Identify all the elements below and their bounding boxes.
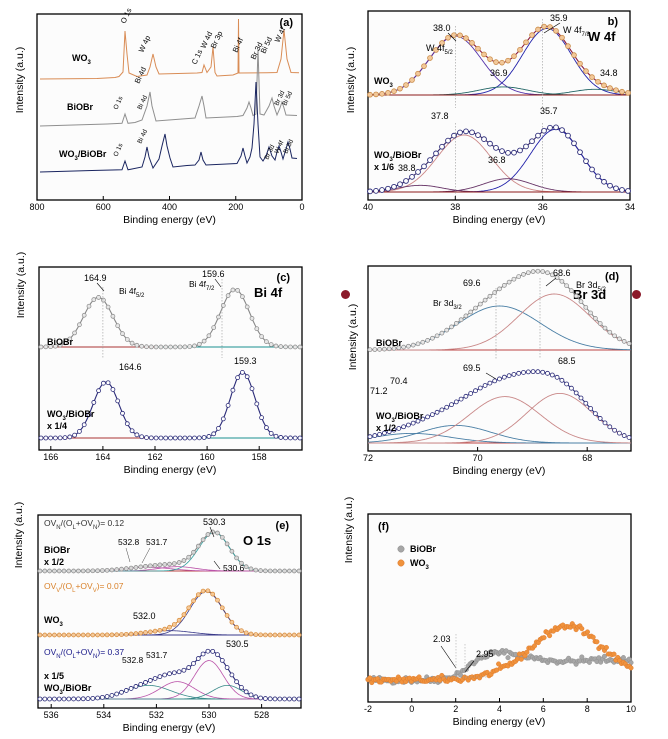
svg-text:68.5: 68.5	[558, 356, 576, 366]
svg-text:159.3: 159.3	[234, 356, 257, 366]
svg-text:532: 532	[149, 710, 164, 720]
svg-text:600: 600	[96, 202, 111, 212]
svg-text:(d): (d)	[605, 271, 619, 283]
svg-text:0: 0	[299, 202, 304, 212]
svg-text:x 1/4: x 1/4	[47, 421, 67, 431]
svg-text:Binding energy (eV): Binding energy (eV)	[123, 722, 216, 734]
svg-text:BiOBr: BiOBr	[67, 102, 94, 112]
svg-text:Binding energy (eV): Binding energy (eV)	[453, 716, 546, 728]
svg-text:6: 6	[541, 704, 546, 714]
svg-text:164: 164	[95, 452, 110, 462]
svg-text:400: 400	[162, 202, 177, 212]
svg-text:x 1/2: x 1/2	[376, 423, 396, 433]
svg-text:531.7: 531.7	[146, 650, 168, 660]
svg-text:68.6: 68.6	[553, 268, 571, 278]
svg-text:8: 8	[585, 704, 590, 714]
svg-text:40: 40	[363, 202, 373, 212]
svg-text:BiOBr: BiOBr	[410, 544, 437, 554]
svg-text:200: 200	[228, 202, 243, 212]
svg-text:72: 72	[363, 453, 373, 463]
svg-text:536: 536	[44, 710, 59, 720]
svg-text:530.6: 530.6	[223, 563, 245, 573]
svg-text:Binding energy (eV): Binding energy (eV)	[453, 214, 546, 226]
svg-text:530.5: 530.5	[226, 639, 249, 649]
svg-text:0: 0	[409, 704, 414, 714]
svg-text:530.3: 530.3	[203, 517, 226, 527]
svg-text:532.0: 532.0	[133, 611, 156, 621]
svg-text:160: 160	[200, 452, 215, 462]
svg-text:10: 10	[626, 704, 636, 714]
svg-text:528: 528	[254, 710, 269, 720]
svg-text:O 1s: O 1s	[243, 533, 271, 548]
svg-text:BiOBr: BiOBr	[47, 337, 74, 347]
svg-text:(a): (a)	[280, 17, 294, 29]
svg-text:Binding energy (eV): Binding energy (eV)	[123, 214, 216, 226]
svg-text:38: 38	[450, 202, 460, 212]
svg-text:166: 166	[43, 452, 58, 462]
svg-text:800: 800	[29, 202, 44, 212]
svg-text:158: 158	[252, 452, 267, 462]
svg-text:34.8: 34.8	[600, 68, 618, 78]
svg-text:Binding energy (eV): Binding energy (eV)	[124, 464, 217, 476]
svg-text:164.9: 164.9	[84, 273, 107, 283]
svg-text:69.5: 69.5	[463, 363, 481, 373]
svg-text:-2: -2	[364, 704, 372, 714]
svg-text:162: 162	[147, 452, 162, 462]
svg-text:35.9: 35.9	[550, 13, 568, 23]
svg-text:37.8: 37.8	[431, 111, 449, 121]
svg-text:2.03: 2.03	[433, 634, 451, 644]
svg-text:38.0: 38.0	[433, 23, 451, 33]
svg-text:35.7: 35.7	[540, 106, 558, 116]
svg-text:159.6: 159.6	[202, 269, 225, 279]
svg-text:68: 68	[582, 453, 592, 463]
svg-text:x 1/5: x 1/5	[44, 671, 64, 681]
svg-text:x 1/2: x 1/2	[44, 557, 64, 567]
svg-text:b): b)	[608, 16, 619, 28]
svg-text:BiOBr: BiOBr	[44, 545, 71, 555]
svg-text:34: 34	[625, 202, 635, 212]
svg-text:36: 36	[538, 202, 548, 212]
svg-text:69.6: 69.6	[463, 278, 481, 288]
svg-text:2: 2	[453, 704, 458, 714]
svg-text:2.95: 2.95	[476, 649, 494, 659]
svg-text:x 1/6: x 1/6	[374, 162, 394, 172]
svg-text:4: 4	[497, 704, 502, 714]
svg-text:(c): (c)	[277, 272, 291, 284]
svg-text:36.9: 36.9	[490, 68, 508, 78]
svg-text:(e): (e)	[276, 520, 290, 532]
svg-text:Bi 4f: Bi 4f	[254, 285, 283, 300]
svg-text:71.2: 71.2	[370, 386, 388, 396]
svg-text:532.8: 532.8	[122, 655, 144, 665]
svg-text:164.6: 164.6	[119, 362, 142, 372]
svg-text:Binding energy (eV): Binding energy (eV)	[453, 465, 546, 477]
svg-text:70.4: 70.4	[390, 376, 408, 386]
svg-text:BiOBr: BiOBr	[376, 338, 403, 348]
svg-text:532.8: 532.8	[118, 537, 140, 547]
svg-text:38.8: 38.8	[398, 163, 416, 173]
svg-text:531.7: 531.7	[146, 537, 168, 547]
svg-text:36.8: 36.8	[488, 155, 506, 165]
svg-text:534: 534	[96, 710, 111, 720]
svg-text:530: 530	[201, 710, 216, 720]
svg-text:70: 70	[473, 453, 483, 463]
svg-text:W 4f: W 4f	[588, 29, 616, 44]
svg-text:(f): (f)	[378, 521, 389, 533]
